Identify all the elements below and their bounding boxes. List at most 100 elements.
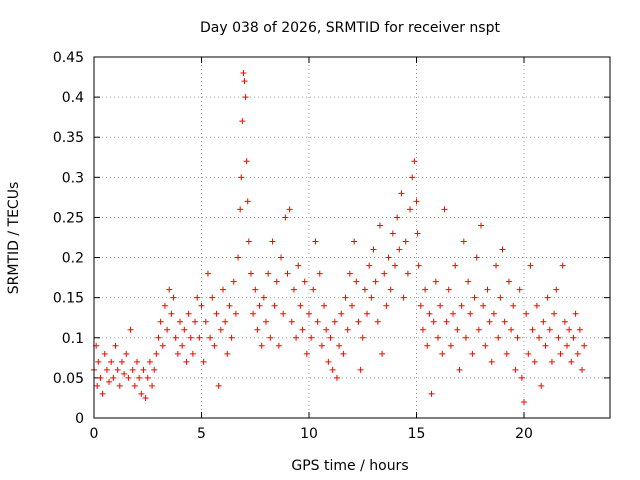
data-point xyxy=(424,342,431,349)
data-point xyxy=(460,238,467,245)
data-point xyxy=(435,334,441,341)
data-point xyxy=(247,270,254,277)
data-point xyxy=(187,334,194,341)
data-point xyxy=(306,310,312,317)
data-point xyxy=(127,326,134,333)
data-point xyxy=(512,366,519,373)
data-point xyxy=(238,174,245,181)
data-point xyxy=(400,294,407,301)
data-point xyxy=(114,366,121,373)
data-point xyxy=(144,374,151,381)
data-point xyxy=(220,286,226,293)
data-point xyxy=(280,310,287,317)
plot-frame xyxy=(93,56,611,419)
data-point xyxy=(250,310,257,317)
data-point xyxy=(482,342,489,349)
data-point xyxy=(564,342,570,349)
data-point xyxy=(312,238,319,245)
y-tick-label: 0.25 xyxy=(53,210,84,226)
data-point xyxy=(505,278,512,285)
data-point xyxy=(327,334,334,341)
data-point xyxy=(553,286,560,293)
data-point xyxy=(159,342,166,349)
data-point xyxy=(374,318,381,325)
data-point xyxy=(342,294,349,301)
data-point xyxy=(338,310,345,317)
data-point xyxy=(260,294,267,301)
data-point xyxy=(514,334,521,341)
data-point xyxy=(493,262,500,269)
data-point xyxy=(422,286,429,293)
y-tick-label: 0.35 xyxy=(53,130,84,146)
data-point xyxy=(168,310,175,317)
data-point xyxy=(402,238,409,245)
data-point xyxy=(123,350,130,357)
data-point xyxy=(138,390,145,397)
data-point xyxy=(282,214,289,221)
data-point xyxy=(417,302,424,309)
data-point xyxy=(439,350,446,357)
data-point xyxy=(177,318,183,325)
data-point xyxy=(548,358,555,365)
data-point xyxy=(473,254,480,261)
data-point xyxy=(217,326,224,333)
data-point xyxy=(414,230,421,237)
data-point xyxy=(486,318,493,325)
data-point xyxy=(426,310,433,317)
data-point xyxy=(118,358,125,365)
data-point xyxy=(544,294,551,301)
data-point xyxy=(398,190,405,197)
data-point xyxy=(568,358,575,365)
data-point xyxy=(303,350,310,357)
data-point xyxy=(518,374,525,381)
data-point xyxy=(340,350,347,357)
data-point xyxy=(471,294,478,301)
data-point xyxy=(370,246,377,253)
data-point xyxy=(200,358,207,365)
x-tick-label: 0 xyxy=(90,426,99,442)
data-point xyxy=(533,302,540,309)
data-point xyxy=(224,350,231,357)
data-point xyxy=(157,318,164,325)
data-point xyxy=(336,342,343,349)
data-point xyxy=(359,334,366,341)
data-point xyxy=(299,326,306,333)
data-point xyxy=(508,326,515,333)
data-point xyxy=(252,286,259,293)
data-point xyxy=(437,302,444,309)
data-point xyxy=(121,370,128,377)
data-point xyxy=(432,278,439,285)
axis-ticks: 0 0.05 0.1 0.15 0.2 0.25 0.3 0.35 0.4 0.45 0 5 10 15 2… xyxy=(53,50,610,442)
data-point xyxy=(413,198,420,205)
data-point xyxy=(204,270,211,277)
y-tick-label: 0.15 xyxy=(53,291,84,307)
x-tick-label: 5 xyxy=(197,426,206,442)
data-point xyxy=(385,254,392,261)
data-point xyxy=(450,310,457,317)
data-point xyxy=(559,262,566,269)
data-point xyxy=(411,158,418,165)
data-point xyxy=(153,350,160,357)
data-point xyxy=(551,310,558,317)
data-point xyxy=(288,318,295,325)
data-point xyxy=(561,318,568,325)
data-point xyxy=(570,334,577,341)
data-point xyxy=(458,302,465,309)
data-point xyxy=(129,366,136,373)
data-point xyxy=(301,278,308,285)
data-point xyxy=(179,342,186,349)
data-point xyxy=(196,334,203,341)
data-point xyxy=(240,70,247,77)
data-point xyxy=(456,366,463,373)
data-point xyxy=(136,374,143,381)
data-point xyxy=(542,342,549,349)
data-point xyxy=(151,366,158,373)
y-tick-label: 0 xyxy=(75,411,84,427)
y-tick-label: 0.2 xyxy=(62,251,84,267)
data-point xyxy=(323,326,330,333)
data-point xyxy=(540,318,547,325)
data-point xyxy=(211,342,218,349)
data-point xyxy=(101,350,108,357)
data-point xyxy=(164,326,171,333)
